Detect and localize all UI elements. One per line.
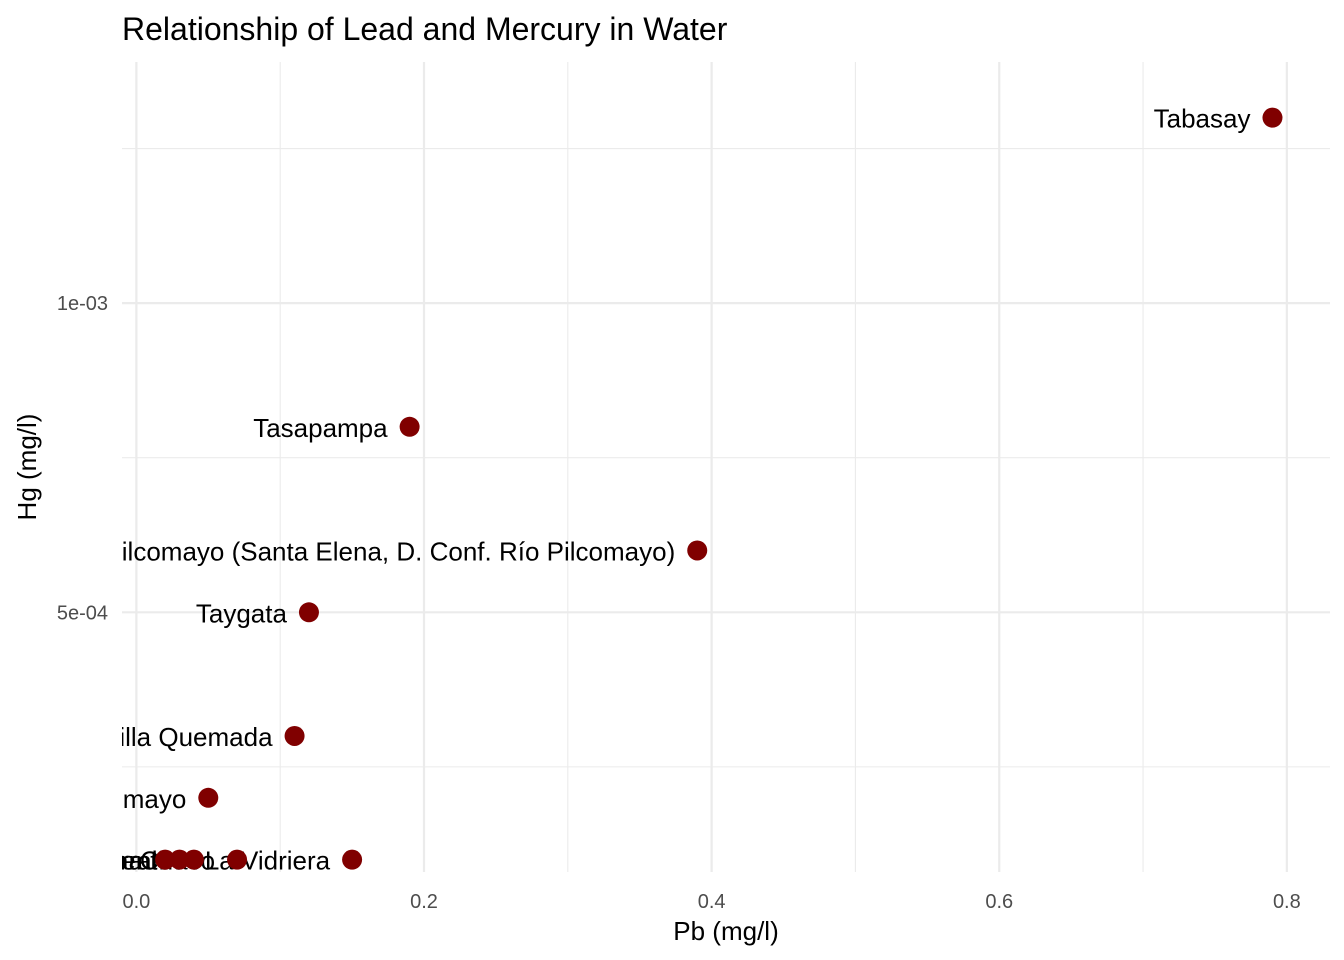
- data-point: [399, 416, 420, 437]
- y-axis-title: Hg (mg/l): [12, 414, 42, 521]
- x-tick-label: 0.0: [122, 891, 150, 913]
- data-point: [198, 787, 219, 808]
- data-point: [1262, 107, 1283, 128]
- point-label: Río Pilcomayo: [19, 784, 187, 814]
- x-tick-label: 0.4: [698, 891, 726, 913]
- x-tick-label: 0.8: [1273, 891, 1301, 913]
- grid-lines: [122, 62, 1330, 872]
- data-point: [284, 725, 305, 746]
- point-label: La Vidriera: [205, 846, 331, 876]
- y-tick-label: 5e-04: [57, 602, 108, 624]
- point-label: Yesera: [63, 846, 144, 876]
- point-label: Mataral: [71, 846, 158, 876]
- data-points: [155, 107, 1283, 870]
- data-point: [298, 602, 319, 623]
- data-point: [687, 540, 708, 561]
- point-labels: Tabasay Tasapampa Río Pilcomayo (Santa Ele…: [19, 104, 1251, 876]
- x-tick-label: 0.6: [985, 891, 1013, 913]
- y-tick-label: 1e-03: [57, 293, 108, 315]
- data-point: [155, 849, 176, 870]
- point-label: Tasapampa: [253, 413, 388, 443]
- data-point: [227, 849, 248, 870]
- tick-labels: 0.0 0.2 0.4 0.6 0.8 5e-04 1e-03: [57, 293, 1301, 913]
- point-label: Cruce Villa Quemada: [26, 722, 273, 752]
- point-label: Río Pilcomayo (Santa Elena, D. Conf. Río…: [57, 536, 675, 566]
- data-point: [183, 849, 204, 870]
- x-axis-title: Pb (mg/l): [673, 916, 778, 946]
- chart-title: Relationship of Lead and Mercury in Wate…: [122, 11, 728, 47]
- x-tick-label: 0.2: [410, 891, 438, 913]
- data-point: [342, 849, 363, 870]
- data-point: [169, 849, 190, 870]
- point-label: Taygata: [196, 598, 288, 628]
- point-label: Tabasay: [1154, 104, 1251, 134]
